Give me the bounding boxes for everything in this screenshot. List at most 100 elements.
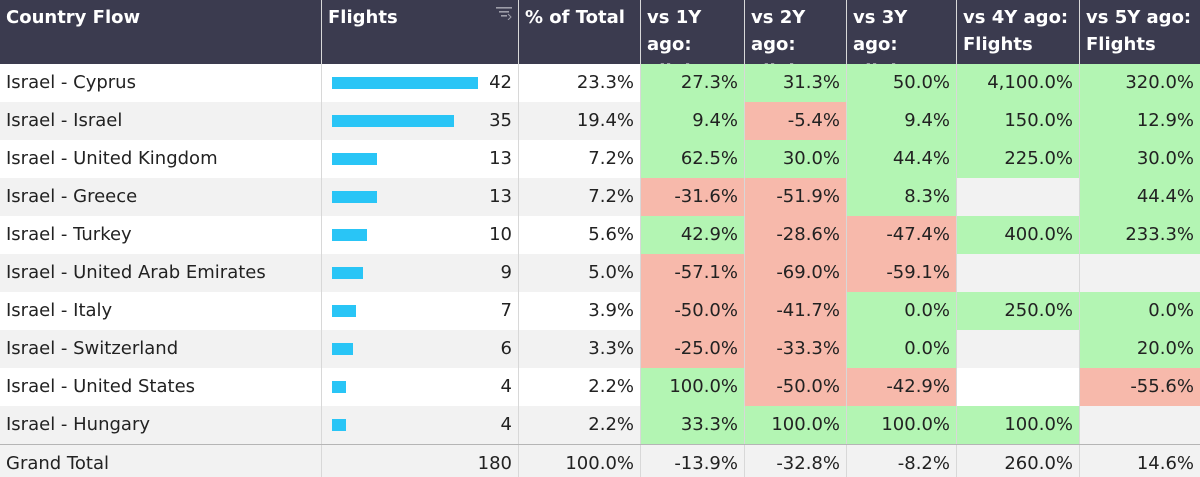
vs5y-cell: 233.3%	[1080, 216, 1200, 254]
table-row[interactable]: Israel - Switzerland 6 3.3% -25.0% -33.3% 0.0…	[0, 330, 1200, 368]
vs2y-cell: -41.7%	[745, 292, 847, 330]
vs3y-cell: 9.4%	[847, 102, 957, 140]
vs2y-cell: -28.6%	[745, 216, 847, 254]
vs5y-cell: 20.0%	[1080, 330, 1200, 368]
vs5y-cell	[1080, 406, 1200, 444]
grand-total-pct: 100.0%	[519, 445, 641, 477]
vs3y-cell: 0.0%	[847, 292, 957, 330]
vs4y-cell: 400.0%	[957, 216, 1080, 254]
pct-total-cell: 2.2%	[519, 406, 641, 444]
header-vs2y-label: vs 2Y ago: Flights	[751, 7, 821, 64]
table-row[interactable]: Israel - United Kingdom 13 7.2% 62.5% 30.0% 4…	[0, 140, 1200, 178]
flights-cell: 7	[322, 292, 519, 330]
flights-cell: 9	[322, 254, 519, 292]
country-flow-cell: Israel - Hungary	[0, 406, 322, 444]
flights-cell: 35	[322, 102, 519, 140]
flights-bar	[332, 305, 356, 317]
vs5y-cell: 12.9%	[1080, 102, 1200, 140]
country-flow-cell: Israel - United Kingdom	[0, 140, 322, 178]
vs2y-cell: 30.0%	[745, 140, 847, 178]
vs5y-cell: 0.0%	[1080, 292, 1200, 330]
header-vs4y[interactable]: vs 4Y ago: Flights	[957, 0, 1080, 64]
vs3y-cell: -42.9%	[847, 368, 957, 406]
flights-cell: 6	[322, 330, 519, 368]
country-flow-cell: Israel - United Arab Emirates	[0, 254, 322, 292]
table-row[interactable]: Israel - Turkey 10 5.6% 42.9% -28.6% -47.4% 40…	[0, 216, 1200, 254]
country-flow-cell: Israel - Cyprus	[0, 64, 322, 102]
vs2y-cell: 31.3%	[745, 64, 847, 102]
header-pct-total-label: % of Total	[525, 7, 625, 28]
country-flow-cell: Israel - Switzerland	[0, 330, 322, 368]
vs1y-cell: -25.0%	[641, 330, 745, 368]
grand-total-row: Grand Total 180 100.0% -13.9% -32.8% -8.…	[0, 444, 1200, 477]
flights-cell: 4	[322, 406, 519, 444]
grand-total-vs5y: 14.6%	[1136, 453, 1194, 474]
vs4y-cell: 225.0%	[957, 140, 1080, 178]
vs2y-cell: -51.9%	[745, 178, 847, 216]
header-pct-total[interactable]: % of Total	[519, 0, 641, 64]
header-country-flow[interactable]: Country Flow	[0, 0, 322, 64]
header-country-flow-label: Country Flow	[6, 7, 141, 28]
country-flow-cell: Israel - United States	[0, 368, 322, 406]
grand-total-vs3y: -8.2%	[847, 445, 957, 477]
table-row[interactable]: Israel - Italy 7 3.9% -50.0% -41.7% 0.0% 250.0…	[0, 292, 1200, 330]
vs2y-cell: -69.0%	[745, 254, 847, 292]
table-row[interactable]: Israel - Israel 35 19.4% 9.4% -5.4% 9.4% 150.0…	[0, 102, 1200, 140]
grand-total-vs2y: -32.8%	[745, 445, 847, 477]
flights-bar	[332, 191, 377, 203]
flights-cell: 13	[322, 178, 519, 216]
vs4y-cell	[957, 330, 1080, 368]
header-vs5y-label: vs 5Y ago: Flights	[1086, 7, 1192, 55]
vs2y-cell: 100.0%	[745, 406, 847, 444]
sort-descending-icon[interactable]	[496, 6, 512, 20]
flights-value: 13	[489, 186, 512, 207]
grand-total-vs1y: -13.9%	[641, 445, 745, 477]
header-flights[interactable]: Flights	[322, 0, 519, 64]
grand-total-flights: 180	[322, 445, 519, 477]
country-flow-cell: Israel - Turkey	[0, 216, 322, 254]
header-vs4y-label: vs 4Y ago: Flights	[963, 7, 1069, 55]
vs3y-cell: 0.0%	[847, 330, 957, 368]
flights-value: 4	[500, 414, 512, 435]
pct-total-cell: 2.2%	[519, 368, 641, 406]
table-row[interactable]: Israel - United Arab Emirates 9 5.0% -57.1%…	[0, 254, 1200, 292]
flights-bar	[332, 343, 353, 355]
table-row[interactable]: Israel - Hungary 4 2.2% 33.3% 100.0% 100.0% 10…	[0, 406, 1200, 444]
vs1y-cell: 9.4%	[641, 102, 745, 140]
flights-value: 6	[500, 338, 512, 359]
vs4y-cell: 150.0%	[957, 102, 1080, 140]
vs2y-cell: -50.0%	[745, 368, 847, 406]
flights-bar	[332, 77, 478, 89]
vs5y-cell: 320.0%	[1080, 64, 1200, 102]
pct-total-cell: 3.9%	[519, 292, 641, 330]
vs2y-cell: -33.3%	[745, 330, 847, 368]
table-row[interactable]: Israel - Greece 13 7.2% -31.6% -51.9% 8.3% 44.…	[0, 178, 1200, 216]
flights-cell: 13	[322, 140, 519, 178]
flights-cell: 42	[322, 64, 519, 102]
vs4y-cell: 100.0%	[957, 406, 1080, 444]
flights-value: 4	[500, 376, 512, 397]
vs3y-cell: 100.0%	[847, 406, 957, 444]
table-row[interactable]: Israel - United States 4 2.2% 100.0% -50.0% -…	[0, 368, 1200, 406]
header-vs2y[interactable]: vs 2Y ago: Flights	[745, 0, 847, 64]
vs1y-cell: 100.0%	[641, 368, 745, 406]
country-flow-cell: Israel - Greece	[0, 178, 322, 216]
flights-bar	[332, 153, 377, 165]
vs2y-cell: -5.4%	[745, 102, 847, 140]
flights-bar	[332, 115, 454, 127]
table-row[interactable]: Israel - Cyprus 42 23.3% 27.3% 31.3% 50.0% 4,1…	[0, 64, 1200, 102]
flights-cell: 10	[322, 216, 519, 254]
vs5y-cell: 30.0%	[1080, 140, 1200, 178]
flights-bar	[332, 229, 367, 241]
header-vs3y[interactable]: vs 3Y ago: Flights	[847, 0, 957, 64]
flights-value: 7	[500, 300, 512, 321]
vs5y-cell: 44.4%	[1080, 178, 1200, 216]
header-vs5y[interactable]: vs 5Y ago: Flights	[1080, 0, 1200, 64]
vs4y-cell	[957, 254, 1080, 292]
pct-total-cell: 7.2%	[519, 140, 641, 178]
vs1y-cell: -57.1%	[641, 254, 745, 292]
header-vs1y[interactable]: vs 1Y ago: Flights	[641, 0, 745, 64]
table-header: Country Flow Flights % of Total vs 1Y ag…	[0, 0, 1200, 64]
flights-value: 42	[489, 72, 512, 93]
vs1y-cell: 62.5%	[641, 140, 745, 178]
